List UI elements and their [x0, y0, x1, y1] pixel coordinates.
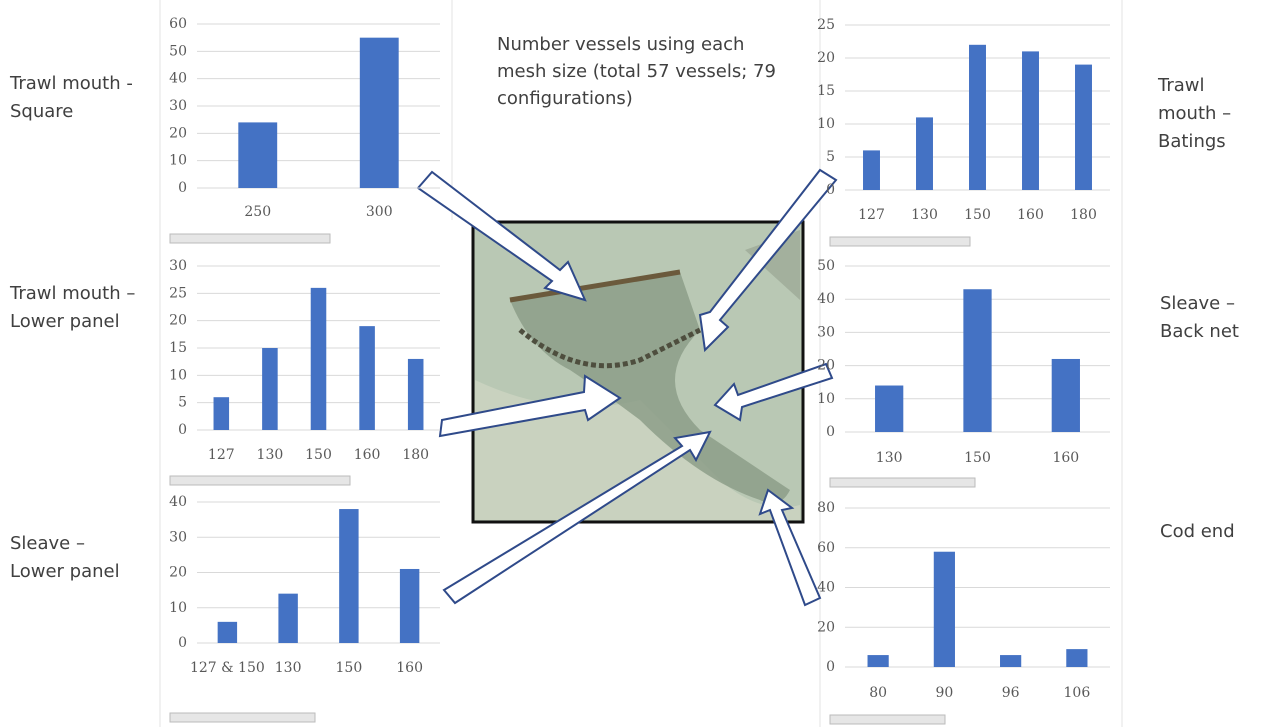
x-tick-label: 160	[396, 660, 423, 676]
y-tick-label: 0	[826, 424, 835, 440]
y-tick-label: 0	[826, 659, 835, 675]
y-tick-label: 10	[169, 600, 187, 616]
y-tick-label: 50	[817, 258, 835, 274]
x-tick-label: 127 & 150	[190, 660, 265, 676]
y-tick-label: 80	[817, 500, 835, 516]
y-tick-label: 60	[817, 540, 835, 556]
y-tick-label: 60	[169, 16, 187, 32]
bar	[238, 122, 277, 188]
bar	[262, 348, 278, 430]
chart-title: Cod end	[1160, 518, 1265, 546]
y-tick-label: 20	[169, 125, 187, 141]
bar	[214, 397, 230, 430]
y-tick-label: 30	[169, 529, 187, 545]
chart-title: Trawl mouth - Square	[10, 70, 160, 126]
x-tick-label: 130	[275, 660, 302, 676]
y-tick-label: 0	[178, 635, 187, 651]
x-tick-label: 130	[257, 447, 284, 463]
x-tick-label: 160	[1052, 450, 1079, 466]
x-tick-label: 96	[1002, 685, 1020, 701]
bar	[916, 117, 933, 190]
chart-title: Sleave – Lower panel	[10, 530, 140, 586]
bar	[218, 622, 237, 643]
chart-title: Trawl mouth – Lower panel	[10, 280, 160, 336]
page: 0102030405060250300051015202512713015016…	[0, 0, 1268, 727]
y-tick-label: 15	[169, 340, 187, 356]
bar	[1052, 359, 1080, 432]
y-tick-label: 20	[169, 313, 187, 329]
y-tick-label: 30	[169, 258, 187, 274]
y-tick-label: 20	[817, 50, 835, 66]
x-tick-label: 130	[911, 207, 938, 223]
y-tick-label: 0	[826, 182, 835, 198]
bar	[1075, 65, 1092, 190]
x-tick-label: 130	[876, 450, 903, 466]
x-tick-label: 160	[354, 447, 381, 463]
y-tick-label: 40	[817, 291, 835, 307]
bar	[359, 326, 375, 430]
x-tick-label: 150	[305, 447, 332, 463]
bar	[339, 509, 358, 643]
x-tick-label: 80	[869, 685, 887, 701]
y-tick-label: 5	[178, 395, 187, 411]
bar	[969, 45, 986, 190]
bar	[400, 569, 419, 643]
y-tick-label: 10	[817, 116, 835, 132]
bar	[875, 386, 903, 432]
y-tick-label: 15	[817, 83, 835, 99]
chart-title: Sleave – Back net	[1160, 290, 1265, 346]
y-tick-label: 25	[169, 285, 187, 301]
y-tick-label: 40	[169, 494, 187, 510]
y-tick-label: 40	[169, 71, 187, 87]
bar	[868, 655, 889, 667]
bar	[360, 38, 399, 188]
x-tick-label: 127	[208, 447, 235, 463]
bar	[1066, 649, 1087, 667]
x-tick-label: 180	[402, 447, 429, 463]
y-tick-label: 50	[169, 43, 187, 59]
y-tick-label: 30	[169, 98, 187, 114]
x-tick-label: 150	[964, 207, 991, 223]
x-tick-label: 90	[935, 685, 953, 701]
x-tick-label: 150	[336, 660, 363, 676]
y-tick-label: 20	[169, 565, 187, 581]
x-tick-label: 300	[366, 204, 393, 220]
bar	[278, 594, 297, 643]
bar	[408, 359, 424, 430]
bar	[934, 552, 955, 667]
x-tick-label: 127	[858, 207, 885, 223]
y-tick-label: 25	[817, 17, 835, 33]
y-tick-label: 10	[817, 391, 835, 407]
y-tick-label: 0	[178, 180, 187, 196]
bar	[1000, 655, 1021, 667]
y-tick-label: 10	[169, 367, 187, 383]
y-tick-label: 30	[817, 324, 835, 340]
y-tick-label: 40	[817, 580, 835, 596]
y-tick-label: 5	[826, 149, 835, 165]
x-tick-label: 180	[1070, 207, 1097, 223]
chart-title: Trawl mouth – Batings	[1158, 72, 1263, 156]
bar	[311, 288, 327, 430]
x-tick-label: 250	[244, 204, 271, 220]
x-tick-label: 106	[1064, 685, 1091, 701]
y-tick-label: 10	[169, 153, 187, 169]
bar	[1022, 51, 1039, 190]
bar	[963, 289, 991, 432]
y-tick-label: 20	[817, 619, 835, 635]
x-tick-label: 150	[964, 450, 991, 466]
main-title: Number vessels using each mesh size (tot…	[497, 31, 787, 112]
y-tick-label: 20	[817, 358, 835, 374]
y-tick-label: 0	[178, 422, 187, 438]
bar	[863, 150, 880, 190]
x-tick-label: 160	[1017, 207, 1044, 223]
